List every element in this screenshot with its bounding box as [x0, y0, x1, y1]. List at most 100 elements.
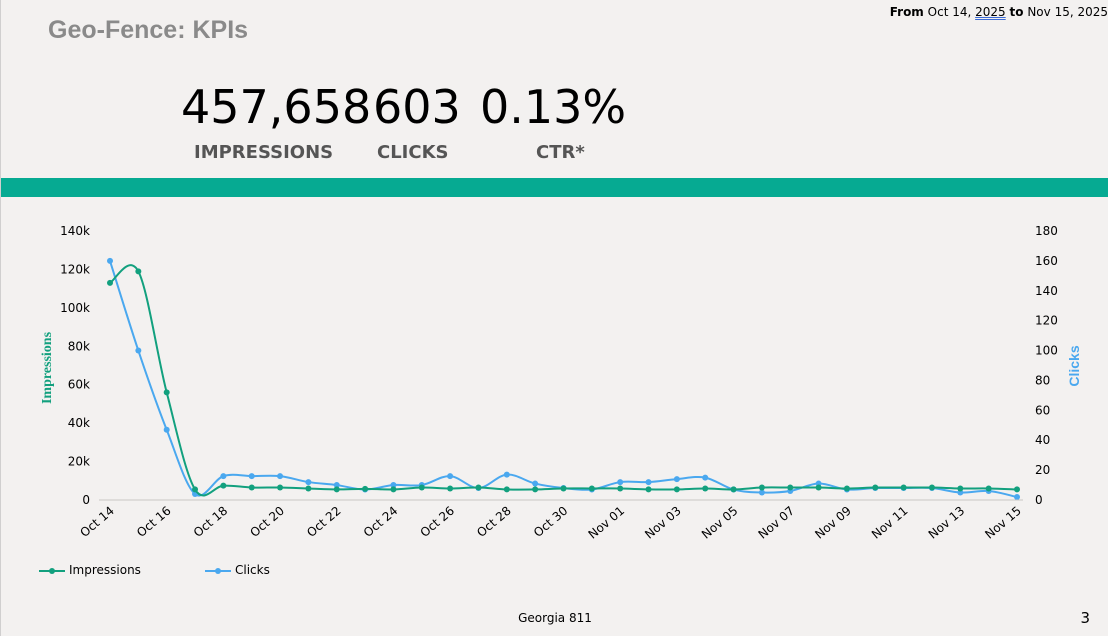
- series-impressions-point: [872, 484, 879, 491]
- y-tick-right: 60: [1035, 403, 1050, 417]
- series-impressions-point: [418, 484, 425, 491]
- y-axis-label-left: Impressions: [40, 331, 55, 404]
- date-from-year: 2025: [975, 5, 1006, 19]
- series-clicks-point: [277, 473, 284, 480]
- y-tick-right: 180: [1035, 224, 1058, 238]
- series-impressions-point: [447, 485, 454, 492]
- series-impressions-point: [560, 485, 567, 492]
- series-impressions-point: [900, 484, 907, 491]
- series-impressions-point: [957, 485, 964, 492]
- y-tick-left: 120k: [60, 262, 90, 276]
- legend-clicks-label: Clicks: [235, 563, 270, 577]
- series-impressions-point: [673, 486, 680, 493]
- series-clicks-point: [617, 479, 624, 486]
- series-impressions-point: [107, 279, 113, 286]
- date-from-label: From: [889, 5, 924, 19]
- series-clicks-point: [107, 257, 113, 264]
- series-impressions-point: [617, 485, 624, 492]
- series-clicks-point: [220, 473, 227, 480]
- y-tick-right: 20: [1035, 463, 1050, 477]
- y-tick-right: 100: [1035, 344, 1058, 358]
- y-tick-left: 20k: [68, 455, 90, 469]
- series-impressions-point: [702, 485, 709, 492]
- impressions-label: IMPRESSIONS: [194, 142, 334, 163]
- impressions-value: 457,658: [181, 80, 372, 134]
- series-impressions-point: [1014, 486, 1020, 493]
- y-tick-left: 0: [82, 493, 90, 507]
- x-tick-label: Oct 26: [418, 504, 458, 540]
- y-tick-right: 120: [1035, 314, 1058, 328]
- page-number: 3: [1080, 609, 1090, 627]
- x-tick-label: Nov 03: [642, 504, 684, 542]
- series-impressions-point: [192, 486, 199, 493]
- legend-clicks-marker: [215, 568, 221, 574]
- legend-impressions-marker: [49, 568, 55, 574]
- x-tick-label: Oct 16: [134, 504, 174, 540]
- series-clicks-point: [532, 480, 539, 487]
- chart-legend: Impressions Clicks: [39, 563, 270, 577]
- x-tick-label: Nov 01: [586, 504, 628, 542]
- y-tick-left: 40k: [68, 416, 90, 430]
- x-tick-label: Oct 22: [304, 504, 344, 540]
- series-impressions-point: [305, 485, 312, 492]
- series-impressions-point: [277, 484, 284, 491]
- y-tick-right: 40: [1035, 433, 1050, 447]
- series-clicks-point: [702, 474, 709, 481]
- ctr-label: CTR*: [536, 142, 585, 163]
- series-impressions-point: [815, 484, 822, 491]
- series-impressions-point: [532, 486, 539, 493]
- series-impressions-line: [109, 264, 1018, 497]
- x-tick-label: Oct 24: [361, 504, 401, 540]
- series-clicks-point: [673, 476, 680, 483]
- series-impressions-point: [645, 486, 652, 493]
- y-tick-left: 60k: [68, 378, 90, 392]
- series-impressions-point: [928, 484, 935, 491]
- series-impressions-point: [163, 389, 170, 396]
- series-clicks-point: [135, 347, 142, 354]
- series-clicks-point: [390, 482, 397, 489]
- series-clicks-point: [163, 426, 170, 433]
- x-tick-label: Oct 18: [191, 504, 231, 540]
- series-impressions-point: [758, 484, 765, 491]
- page-title: Geo-Fence: KPIs: [48, 16, 249, 44]
- divider-band: [1, 178, 1108, 197]
- y-tick-left: 100k: [60, 301, 90, 315]
- y-tick-right: 80: [1035, 373, 1050, 387]
- y-tick-right: 140: [1035, 284, 1058, 298]
- ctr-value: 0.13%: [480, 80, 627, 134]
- series-layer: [107, 257, 1020, 501]
- footer-org: Georgia 811: [518, 611, 592, 625]
- date-to-label: to: [1009, 5, 1024, 19]
- x-tick-label: Oct 14: [77, 504, 117, 540]
- y-tick-left: 140k: [60, 224, 90, 238]
- x-tick-label: Nov 11: [869, 504, 911, 542]
- clicks-value: 603: [373, 80, 461, 134]
- series-clicks-point: [248, 473, 255, 480]
- series-impressions-point: [390, 486, 397, 493]
- x-tick-label: Nov 07: [756, 504, 798, 542]
- series-impressions-point: [503, 486, 510, 493]
- left-axis: 0 20k 40k 60k 80k 100k 120k 140k: [60, 224, 90, 507]
- series-clicks-point: [503, 471, 510, 478]
- series-clicks-point: [305, 479, 312, 486]
- series-impressions-point: [787, 484, 794, 491]
- y-tick-left: 80k: [68, 339, 90, 353]
- series-impressions-point: [588, 485, 595, 492]
- series-clicks-point: [645, 479, 652, 486]
- series-impressions-point: [248, 484, 255, 491]
- date-range: From Oct 14, 2025 to Nov 15, 2025: [890, 5, 1108, 19]
- x-tick-label: Oct 20: [247, 504, 287, 540]
- series-impressions-point: [475, 484, 482, 491]
- series-clicks-point: [447, 473, 454, 480]
- y-tick-right: 160: [1035, 254, 1058, 268]
- series-impressions-point: [843, 485, 850, 492]
- x-axis: Oct 14 Oct 16 Oct 18 Oct 20 Oct 22 Oct 24 Oct …: [77, 504, 1024, 542]
- y-tick-right: 0: [1035, 493, 1043, 507]
- x-tick-label: Nov 15: [982, 504, 1024, 542]
- x-tick-label: Nov 09: [812, 504, 854, 542]
- series-impressions-point: [333, 486, 340, 493]
- right-axis: 0 20 40 60 80 100 120 140 160 180: [1035, 224, 1058, 507]
- series-impressions-point: [985, 485, 992, 492]
- x-tick-label: Nov 13: [926, 504, 968, 542]
- series-clicks-point: [758, 489, 765, 496]
